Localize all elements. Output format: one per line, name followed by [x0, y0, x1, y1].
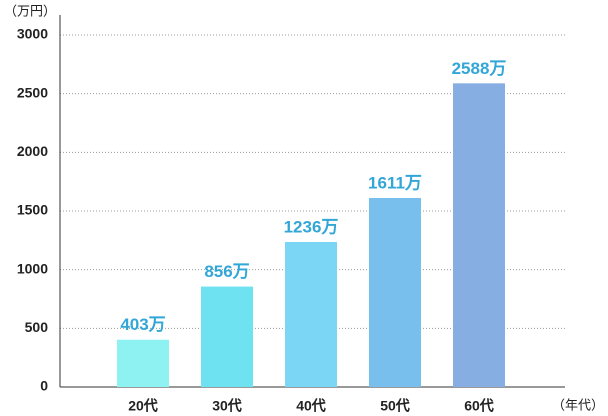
y-tick-label: 3000: [17, 26, 48, 42]
y-tick-label: 0: [40, 378, 48, 394]
x-tick-label: 60代: [464, 398, 494, 414]
x-tick-label: 20代: [128, 398, 158, 414]
y-tick-label: 2500: [17, 84, 48, 100]
x-tick-label: 50代: [380, 398, 410, 414]
value-label: 2588万: [452, 59, 507, 78]
y-tick-label: 500: [25, 319, 49, 335]
bar: [201, 286, 253, 387]
bar: [453, 83, 505, 387]
y-axis-label: （万円）: [4, 3, 56, 18]
y-tick-label: 1000: [17, 260, 48, 276]
bar: [117, 339, 169, 387]
x-axis-label: （年代）: [552, 397, 604, 412]
y-tick-label: 1500: [17, 202, 48, 218]
value-label: 403万: [120, 315, 165, 334]
value-label: 1611万: [368, 173, 422, 192]
bar: [285, 241, 337, 387]
value-label: 1236万: [284, 217, 339, 236]
y-tick-label: 2000: [17, 143, 48, 159]
bar: [369, 197, 421, 387]
x-tick-label: 40代: [296, 398, 326, 414]
value-label: 856万: [204, 262, 249, 281]
x-tick-label: 30代: [212, 398, 242, 414]
